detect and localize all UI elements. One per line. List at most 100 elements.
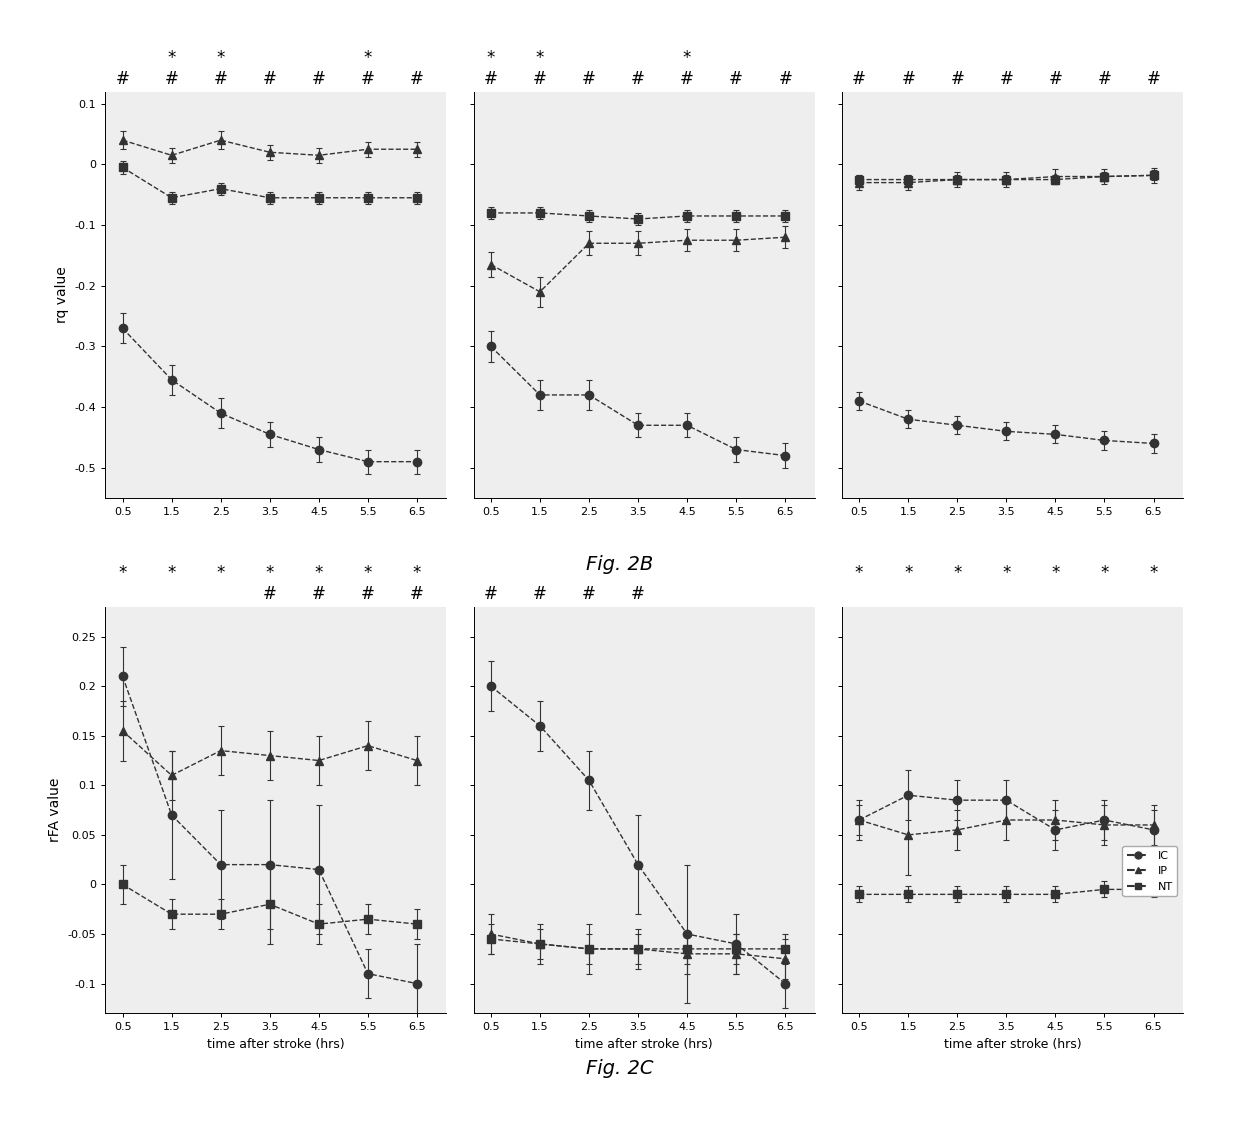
NT xyxy=(164,191,179,205)
NT xyxy=(1097,883,1112,897)
IC xyxy=(1048,823,1063,837)
NT xyxy=(999,887,1014,901)
Text: *: * xyxy=(486,49,495,68)
Text: *: * xyxy=(1002,564,1011,583)
IC xyxy=(852,394,867,408)
NT xyxy=(532,937,547,950)
NT xyxy=(263,898,278,911)
IC xyxy=(950,418,965,432)
Line: IP: IP xyxy=(854,816,1158,839)
Text: #: # xyxy=(263,585,277,602)
Line: IP: IP xyxy=(118,136,422,159)
X-axis label: time after stroke (hrs): time after stroke (hrs) xyxy=(944,1037,1081,1051)
Text: #: # xyxy=(950,70,965,87)
IC xyxy=(409,455,424,468)
NT xyxy=(582,210,596,223)
IC xyxy=(164,373,179,387)
IC xyxy=(777,449,792,463)
NT xyxy=(852,887,867,901)
IP xyxy=(409,142,424,156)
NT xyxy=(361,191,376,205)
IC xyxy=(532,388,547,402)
IC xyxy=(999,425,1014,439)
IC xyxy=(311,443,326,457)
X-axis label: time after stroke (hrs): time after stroke (hrs) xyxy=(207,1037,345,1051)
IP xyxy=(950,173,965,187)
Text: #: # xyxy=(165,70,179,87)
IC xyxy=(777,977,792,990)
X-axis label: time after stroke (hrs): time after stroke (hrs) xyxy=(575,1037,713,1051)
IC xyxy=(409,977,424,990)
IC xyxy=(900,789,915,803)
NT xyxy=(1048,887,1063,901)
Text: #: # xyxy=(484,585,497,602)
NT xyxy=(1048,173,1063,187)
NT xyxy=(164,907,179,921)
Line: IC: IC xyxy=(118,672,422,988)
NT xyxy=(484,206,498,220)
Text: *: * xyxy=(167,564,176,583)
IP xyxy=(164,768,179,782)
NT xyxy=(484,932,498,946)
Text: #: # xyxy=(729,70,743,87)
IP xyxy=(900,175,915,189)
Text: #: # xyxy=(852,70,866,87)
IC xyxy=(484,679,498,693)
NT xyxy=(631,942,646,956)
Line: NT: NT xyxy=(854,171,1158,183)
Line: IC: IC xyxy=(854,791,1158,834)
IP xyxy=(115,724,130,737)
Line: NT: NT xyxy=(118,164,422,202)
IP xyxy=(484,927,498,941)
IP xyxy=(1146,168,1161,182)
IC xyxy=(532,719,547,733)
IP xyxy=(311,753,326,767)
Text: #: # xyxy=(312,585,326,602)
NT xyxy=(115,160,130,174)
NT xyxy=(729,210,744,223)
IC xyxy=(115,670,130,684)
IP xyxy=(1048,169,1063,183)
IP xyxy=(777,230,792,244)
IP xyxy=(361,142,376,156)
Text: #: # xyxy=(361,70,374,87)
IC xyxy=(361,966,376,980)
Text: #: # xyxy=(999,70,1013,87)
IC xyxy=(484,340,498,354)
IP xyxy=(631,236,646,250)
Text: *: * xyxy=(217,49,224,68)
IC xyxy=(1097,813,1112,827)
Line: NT: NT xyxy=(854,885,1158,899)
IC xyxy=(263,858,278,871)
IP xyxy=(999,173,1014,187)
IP xyxy=(311,149,326,163)
IC xyxy=(213,406,228,420)
Text: #: # xyxy=(631,585,645,602)
Line: NT: NT xyxy=(486,208,790,223)
IC xyxy=(263,427,278,441)
Text: *: * xyxy=(1149,564,1158,583)
IP xyxy=(582,942,596,956)
Text: *: * xyxy=(118,564,126,583)
IP xyxy=(263,749,278,763)
IC xyxy=(1048,427,1063,441)
Text: *: * xyxy=(536,49,544,68)
IC xyxy=(950,793,965,807)
NT xyxy=(900,887,915,901)
Text: *: * xyxy=(217,564,224,583)
IC xyxy=(361,455,376,468)
IP xyxy=(729,234,744,247)
IC xyxy=(311,862,326,876)
NT xyxy=(263,191,278,205)
Text: *: * xyxy=(683,49,691,68)
NT xyxy=(631,212,646,226)
NT xyxy=(729,942,744,956)
IP xyxy=(729,947,744,961)
Text: #: # xyxy=(631,70,645,87)
IP xyxy=(582,236,596,250)
Text: *: * xyxy=(854,564,863,583)
IP xyxy=(409,753,424,767)
Text: #: # xyxy=(312,70,326,87)
Text: Fig. 2C: Fig. 2C xyxy=(587,1059,653,1079)
IP xyxy=(213,744,228,758)
